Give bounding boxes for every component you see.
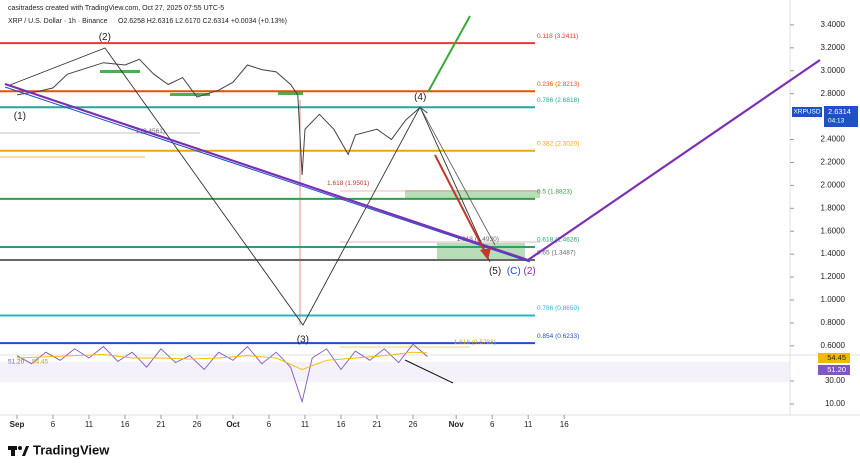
- x-tick-label: 16: [560, 420, 569, 429]
- price-line: [16, 343, 428, 404]
- price-line: [16, 58, 428, 176]
- ticker-badge: [792, 107, 822, 117]
- x-tick-label: 11: [301, 420, 310, 429]
- x-tick-label: 11: [524, 420, 533, 429]
- y-tick-label: 1.6000: [821, 226, 846, 235]
- drawings: [4, 15, 821, 384]
- last-price: 2.6314: [828, 107, 851, 116]
- x-tick-label: Sep: [10, 420, 25, 429]
- y-tick-label: 30.00: [825, 376, 846, 385]
- marker: [170, 93, 210, 96]
- wave-label: (C): [507, 266, 521, 277]
- rsi-label: 51.20: [827, 365, 846, 374]
- wave-label: (1): [14, 111, 26, 122]
- fib-label: 0.236 (2.8213): [537, 81, 579, 88]
- y-tick-label: 1.2000: [821, 272, 846, 281]
- fib-label: 0.786 (0.8650): [537, 305, 579, 312]
- projection: [427, 15, 471, 93]
- rsi-trend: [404, 359, 454, 384]
- x-tick-label: 21: [373, 420, 382, 429]
- x-tick-label: 26: [193, 420, 202, 429]
- wave-label: (2): [99, 32, 111, 43]
- symbol: XRP / U.S. Dollar · 1h · Binance: [8, 18, 108, 25]
- wave-label: (5): [489, 266, 501, 277]
- price-line: [16, 351, 428, 370]
- wave-label: (4): [414, 92, 426, 103]
- projection: [4, 59, 821, 262]
- annotation: 1.618 (0.5788): [454, 339, 496, 346]
- x-tick-label: 11: [85, 420, 94, 429]
- x-tick-label: Nov: [449, 420, 465, 429]
- ticker: XRPUSD: [793, 109, 820, 116]
- price-badge: [824, 106, 858, 127]
- x-tick-label: 6: [267, 420, 272, 429]
- x-tick-label: 16: [337, 420, 346, 429]
- x-tick-label: 21: [157, 420, 166, 429]
- ohlc: O2.6258 H2.6316 L2.6170 C2.6314 +0.0034 …: [118, 18, 287, 25]
- rsi-badge: [818, 365, 850, 375]
- y-tick-label: 1.0000: [821, 295, 846, 304]
- fib-label: 0.382 (2.3020): [537, 140, 579, 147]
- rsi-legend: 54.45: [32, 359, 49, 366]
- y-tick-label: 1.8000: [821, 203, 846, 212]
- arrow-head: [480, 248, 491, 260]
- rsi-band: [0, 362, 790, 382]
- y-tick-label: 0.6000: [821, 341, 846, 350]
- zone: [405, 190, 540, 198]
- fib-label: 0.854 (0.6233): [537, 333, 579, 340]
- projection: [419, 106, 496, 246]
- logo: TradingView: [8, 442, 110, 457]
- trend-line: [4, 86, 531, 263]
- fib-label: 0.786 (2.6818): [537, 97, 579, 104]
- marker: [100, 70, 140, 73]
- credit: casitradess created with TradingView.com…: [8, 5, 224, 12]
- annotation: 1.618 (1.9501): [327, 180, 369, 187]
- logo-mark: [22, 446, 29, 456]
- y-tick-label: 1.4000: [821, 249, 846, 258]
- logo-mark: [11, 446, 15, 456]
- y-tick-label: 2.2000: [821, 158, 846, 167]
- wave-label: (3): [297, 335, 309, 346]
- marker: [278, 92, 303, 95]
- rsi-ma-label: 54.45: [827, 353, 846, 362]
- wave-label: (2): [524, 266, 536, 277]
- brand: TradingView: [33, 442, 110, 457]
- y-tick-label: 10.00: [825, 399, 846, 408]
- wave-path: [9, 47, 491, 326]
- x-tick-label: 6: [51, 420, 56, 429]
- y-tick-label: 2.4000: [821, 135, 846, 144]
- y-tick-label: 0.8000: [821, 318, 846, 327]
- y-tick-label: 3.0000: [821, 66, 846, 75]
- y-tick-label: 3.4000: [821, 20, 846, 29]
- logo-mark: [18, 446, 22, 450]
- y-tick-label: 3.2000: [821, 43, 846, 52]
- fib-label: 0.65 (1.3487): [537, 250, 576, 257]
- x-tick-label: 6: [490, 420, 495, 429]
- drawings: [0, 70, 540, 348]
- x-tick-label: 26: [409, 420, 418, 429]
- axes: 3.4000 3.2000 3.0000 2.8000 2.4000 2.2000 2.00…: [10, 20, 846, 429]
- y-tick-label: 2.8000: [821, 89, 846, 98]
- y-tick-label: 2.0000: [821, 180, 846, 189]
- rsi-legend: 51.20: [8, 359, 25, 366]
- countdown: 04:13: [828, 118, 845, 125]
- x-tick-label: Oct: [226, 420, 240, 429]
- x-tick-label: 16: [121, 420, 130, 429]
- fib-label: 0.118 (3.2411): [537, 33, 578, 40]
- fib-label: 0.5 (1.8823): [537, 189, 572, 196]
- rsi-ma-badge: [818, 353, 850, 363]
- arrow: [434, 154, 487, 255]
